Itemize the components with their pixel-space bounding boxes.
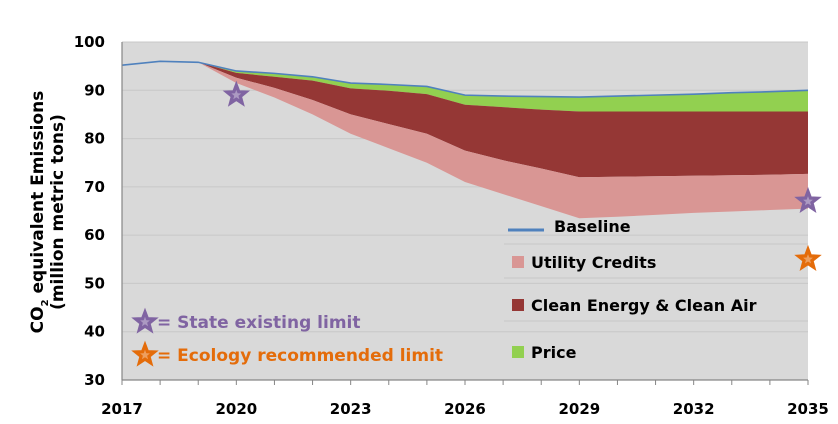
- star-highlight: [140, 316, 150, 327]
- ecology-recommended-limit-star-icon: [794, 244, 822, 271]
- star-shape: [794, 186, 822, 214]
- star-icon: [131, 340, 159, 367]
- annotation-ecology-recommended-limit: = Ecology recommended limit: [131, 340, 443, 367]
- limit-annotations: = State existing limit = Ecology recommen…: [131, 307, 443, 367]
- star-shape: [222, 80, 251, 107]
- legend-label: Baseline: [554, 217, 631, 236]
- legend: Baseline Utility Credits Clean Energy & Cl…: [504, 217, 808, 362]
- legend-item-price: Price: [512, 343, 577, 362]
- star-highlight: [140, 349, 150, 360]
- x-tick-label: 2032: [673, 400, 715, 418]
- y-axis-title-rest: equivalent Emissions: [28, 91, 48, 300]
- limit-markers: [222, 80, 822, 271]
- svg-text:CO2 equivalent Emissions: CO2 equivalent Emissions: [28, 91, 51, 334]
- legend-item-utility-credits: Utility Credits: [504, 253, 808, 279]
- legend-box-swatch: [512, 346, 524, 358]
- annotation-text: = Ecology recommended limit: [157, 346, 443, 366]
- annotation-text: = State existing limit: [157, 313, 361, 333]
- area-clean-energy-clean-air: [122, 61, 808, 178]
- y-tick-label: 30: [84, 371, 105, 389]
- y-tick-label: 70: [84, 178, 105, 196]
- star-shape: [131, 307, 159, 334]
- area-price: [122, 61, 808, 112]
- area-series: [121, 60, 809, 219]
- y-axis-ticks: 30 40 50 60 70 80 90 100: [74, 33, 105, 389]
- y-axis-title-co: CO: [28, 306, 48, 333]
- legend-label: Utility Credits: [531, 253, 656, 272]
- y-tick-label: 50: [84, 274, 105, 292]
- star-shape: [131, 340, 159, 367]
- legend-box-swatch: [512, 256, 524, 268]
- star-shape: [794, 244, 822, 271]
- line-baseline: [121, 60, 809, 98]
- y-tick-label: 60: [84, 226, 105, 244]
- y-tick-label: 90: [84, 81, 105, 99]
- x-axis-ticks: 2017 2020 2023 2026 2029 2032 2035: [101, 400, 829, 418]
- y-tick-label: 80: [84, 130, 105, 148]
- state-existing-limit-star-icon: [222, 80, 251, 107]
- legend-item-baseline: Baseline: [504, 217, 808, 245]
- y-tick-label: 100: [74, 33, 105, 51]
- star-highlight: [803, 254, 813, 264]
- y-axis-title: CO2 equivalent Emissions (million metric…: [28, 91, 68, 334]
- star-highlight: [231, 89, 242, 100]
- x-tick-label: 2017: [101, 400, 143, 418]
- state-existing-limit-star-icon: [794, 186, 822, 214]
- annotation-state-existing-limit: = State existing limit: [131, 307, 361, 334]
- x-tick-label: 2023: [330, 400, 372, 418]
- legend-item-clean-energy-clean-air: Clean Energy & Clean Air: [504, 296, 808, 322]
- y-axis-title-units: (million metric tons): [48, 114, 68, 310]
- axes: [121, 42, 809, 385]
- y-axis-title-subscript: 2: [40, 299, 51, 306]
- x-tick-label: 2020: [215, 400, 257, 418]
- legend-label: Price: [531, 343, 577, 362]
- y-tick-label: 40: [84, 323, 105, 341]
- x-tick-label: 2026: [444, 400, 486, 418]
- area-utility-credits: [122, 61, 808, 219]
- x-tick-label: 2029: [558, 400, 600, 418]
- x-tick-label: 2035: [787, 400, 829, 418]
- legend-box-swatch: [512, 299, 524, 311]
- gridlines: [122, 41, 808, 333]
- legend-label: Clean Energy & Clean Air: [531, 296, 757, 315]
- star-icon: [131, 307, 159, 334]
- star-highlight: [803, 196, 813, 206]
